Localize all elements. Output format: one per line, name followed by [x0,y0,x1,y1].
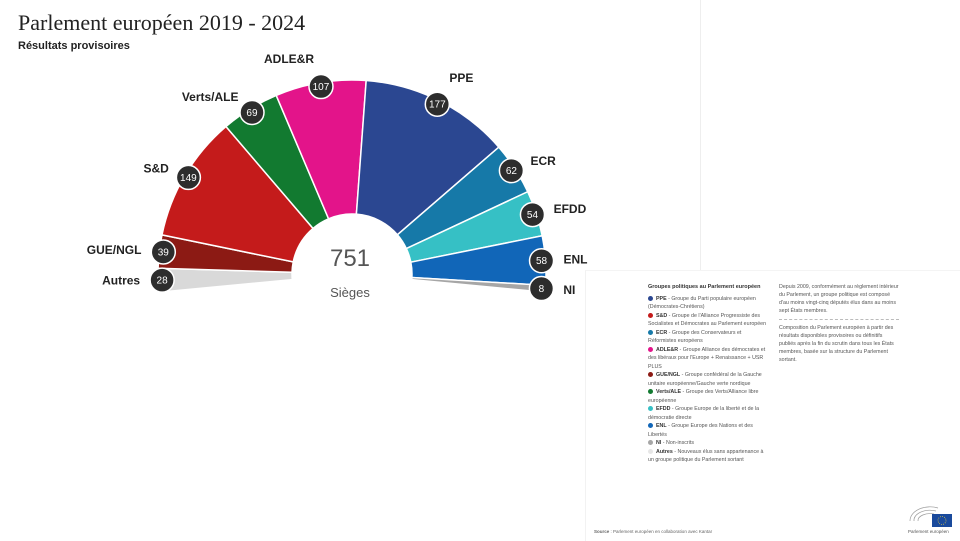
seat-badge [239,99,265,126]
seat-count: 107 [313,82,330,93]
legend-item: ENL - Groupe Europe des Nations et des L… [648,422,768,439]
legend-swatch [648,372,653,377]
seat-badge [528,275,555,302]
note-2: Composition du Parlement européen à part… [779,325,894,363]
legend-swatch [648,389,653,394]
seat-count: 149 [180,173,197,184]
group-label: GUE/NGL [87,243,142,257]
legend-swatch [648,440,653,445]
legend-abbr: Autres [656,448,673,455]
legend-item: NI - Non-inscrits [648,439,768,448]
hemicycle-chart: 751 Sièges 28 Autres 39 GUE/NGL 149 S&D 69 Vert… [87,52,587,310]
legend-desc: - Groupe des Conservateurs et Réformiste… [648,329,742,345]
group-label: ENL [563,252,587,266]
seat-count: 69 [246,108,258,119]
legend-desc: - Nouveaux élus sans appartenance à un g… [648,448,764,464]
logo-text: Parlement européen [908,529,949,534]
total-seats: 751 [330,245,370,272]
legend-abbr: PPE [656,295,667,302]
legend-desc: - Groupe du Parti populaire européen (Dé… [648,295,756,311]
notes: Depuis 2009, conformément au règlement i… [779,283,899,364]
seat-count: 8 [539,284,545,295]
group-label: Autres [102,274,140,288]
legend-swatch [648,423,653,428]
legend-swatch [648,329,653,335]
legend-abbr: EFDD [656,406,671,412]
seat-badge [424,91,451,117]
legend-title: Groupes politiques au Parlement européen [648,284,761,290]
legend-abbr: S&D [656,312,668,319]
group-label: S&D [144,161,170,175]
legend-abbr: ECR [656,329,668,336]
legend-swatch [648,312,653,318]
note-divider [779,319,899,320]
legend-desc: - Groupe Europe de la liberté et de la d… [648,406,760,421]
note-1: Depuis 2009, conformément au règlement i… [779,284,899,314]
legend-desc: - Groupe Alliance des démocrates et des … [648,346,766,370]
parliament-logo [909,506,952,527]
legend-item: S&D - Groupe de l'Alliance Progressiste … [648,312,768,329]
group-label: Verts/ALE [182,90,239,104]
legend-item: GUE/NGL - Groupe confédéral de la Gauche… [648,371,768,388]
seat-count: 177 [429,100,446,111]
legend-abbr: ENL [656,423,667,429]
seat-badge [528,247,555,274]
seat-count: 54 [527,210,539,221]
legend-item: EFDD - Groupe Europe de la liberté et de… [648,405,768,422]
seat-badge [498,157,525,184]
legend-item: PPE - Groupe du Parti populaire européen… [648,295,768,312]
legend-item: ECR - Groupe des Conservateurs et Réform… [648,329,768,346]
legend-swatch [648,346,653,352]
seat-count: 58 [536,256,548,267]
legend-desc: - Groupe confédéral de la Gauche unitair… [648,372,762,387]
page-title: Parlement européen 2019 - 2024 [18,10,306,35]
group-label: EFDD [554,202,587,216]
center-hole [292,214,412,310]
legend-item: Autres - Nouveaux élus sans appartenance… [648,448,768,465]
group-label: ECR [531,154,557,168]
legend-desc: - Groupe de l'Alliance Progressiste des … [648,312,767,328]
seat-badge [175,164,202,191]
legend-desc: - Groupe Europe des Nations et des Liber… [648,423,753,438]
divider [700,0,701,270]
group-label: NI [563,283,575,297]
group-label: PPE [449,71,473,85]
legend-swatch [648,295,653,301]
legend-abbr: ADLE&R [656,346,679,353]
legend-item: Verts/ALE - Groupe des Verts/Alliance li… [648,388,768,405]
legend-swatch [648,448,653,454]
legend-abbr: GUE/NGL [656,372,681,378]
seat-badge [149,267,175,293]
seat-count: 28 [157,276,169,287]
source: Source : Parlement européen en collabora… [594,529,713,534]
group-label: ADLE&R [264,52,314,66]
legend-swatch [648,406,653,411]
legend-desc: - Groupe des Verts/Alliance libre europé… [648,389,759,404]
legend-panel: Groupes politiques au Parlement européen… [585,270,960,541]
legend-desc: - Non-inscrits [661,440,694,446]
seat-badge [150,239,177,265]
legend-abbr: Verts/ALE [656,389,682,395]
seat-count: 62 [506,166,518,177]
seat-badge [308,73,334,100]
total-label: Sièges [330,285,370,300]
page-subtitle: Résultats provisoires [18,40,130,52]
seat-badge [519,201,546,228]
legend: Groupes politiques au Parlement européen… [648,283,768,465]
legend-abbr: NI [656,440,662,446]
legend-item: ADLE&R - Groupe Alliance des démocrates … [648,346,768,372]
seat-count: 39 [158,247,170,258]
